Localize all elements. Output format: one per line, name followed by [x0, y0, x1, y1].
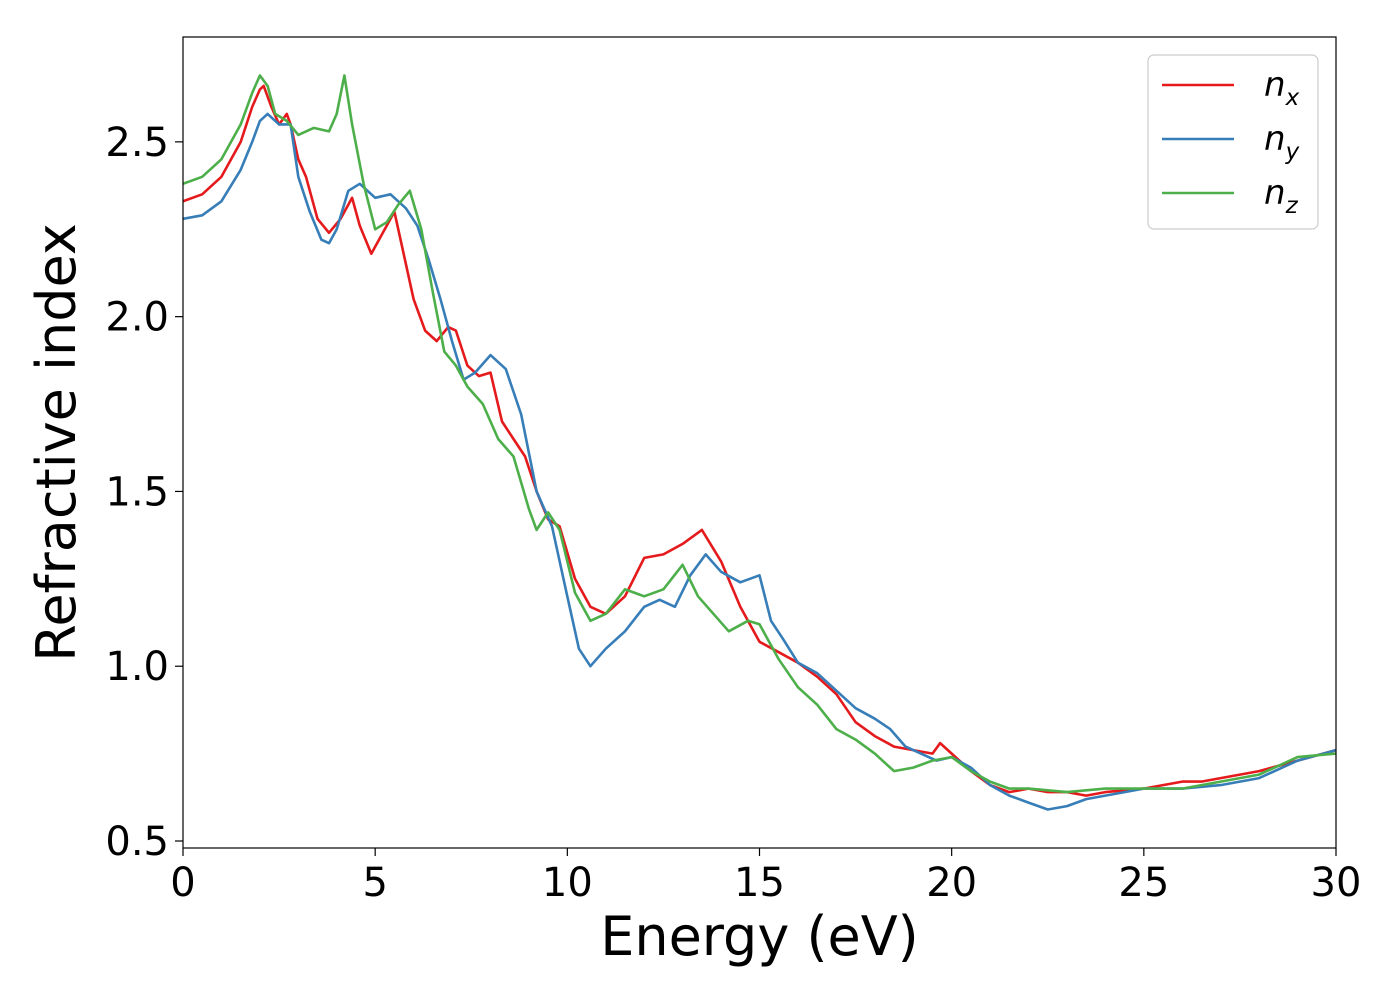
- legend-label-x: nx: [1264, 65, 1300, 111]
- y-tick-label: 1.0: [105, 644, 169, 690]
- series-layer: [183, 74, 1336, 811]
- series-line-y: [183, 112, 1336, 811]
- x-tick-label: 10: [542, 860, 593, 906]
- y-tick-label: 2.5: [105, 120, 169, 166]
- x-axis-title: Energy (eV): [600, 905, 919, 968]
- y-axis-title: Refractive index: [25, 223, 88, 662]
- x-tick-label: 15: [734, 860, 785, 906]
- series-line-z: [183, 74, 1336, 794]
- legend-box: [1147, 54, 1319, 230]
- y-tick-label: 2.0: [105, 295, 169, 341]
- x-tick-label: 25: [1118, 860, 1169, 906]
- y-axis-ticks: 0.5 1.0 1.5 2.0 2.5: [105, 120, 183, 865]
- legend-label-y: ny: [1264, 119, 1300, 165]
- legend-label-z: nz: [1264, 173, 1299, 219]
- x-tick-label: 20: [926, 860, 977, 906]
- x-tick-label: 0: [170, 860, 195, 906]
- y-tick-label: 0.5: [105, 819, 169, 865]
- legend: nx ny nz: [1147, 54, 1319, 230]
- x-axis-ticks: 0 5 10 15 20 25 30: [170, 848, 1361, 906]
- x-tick-label: 30: [1311, 860, 1362, 906]
- y-tick-label: 1.5: [105, 469, 169, 515]
- x-tick-label: 5: [362, 860, 387, 906]
